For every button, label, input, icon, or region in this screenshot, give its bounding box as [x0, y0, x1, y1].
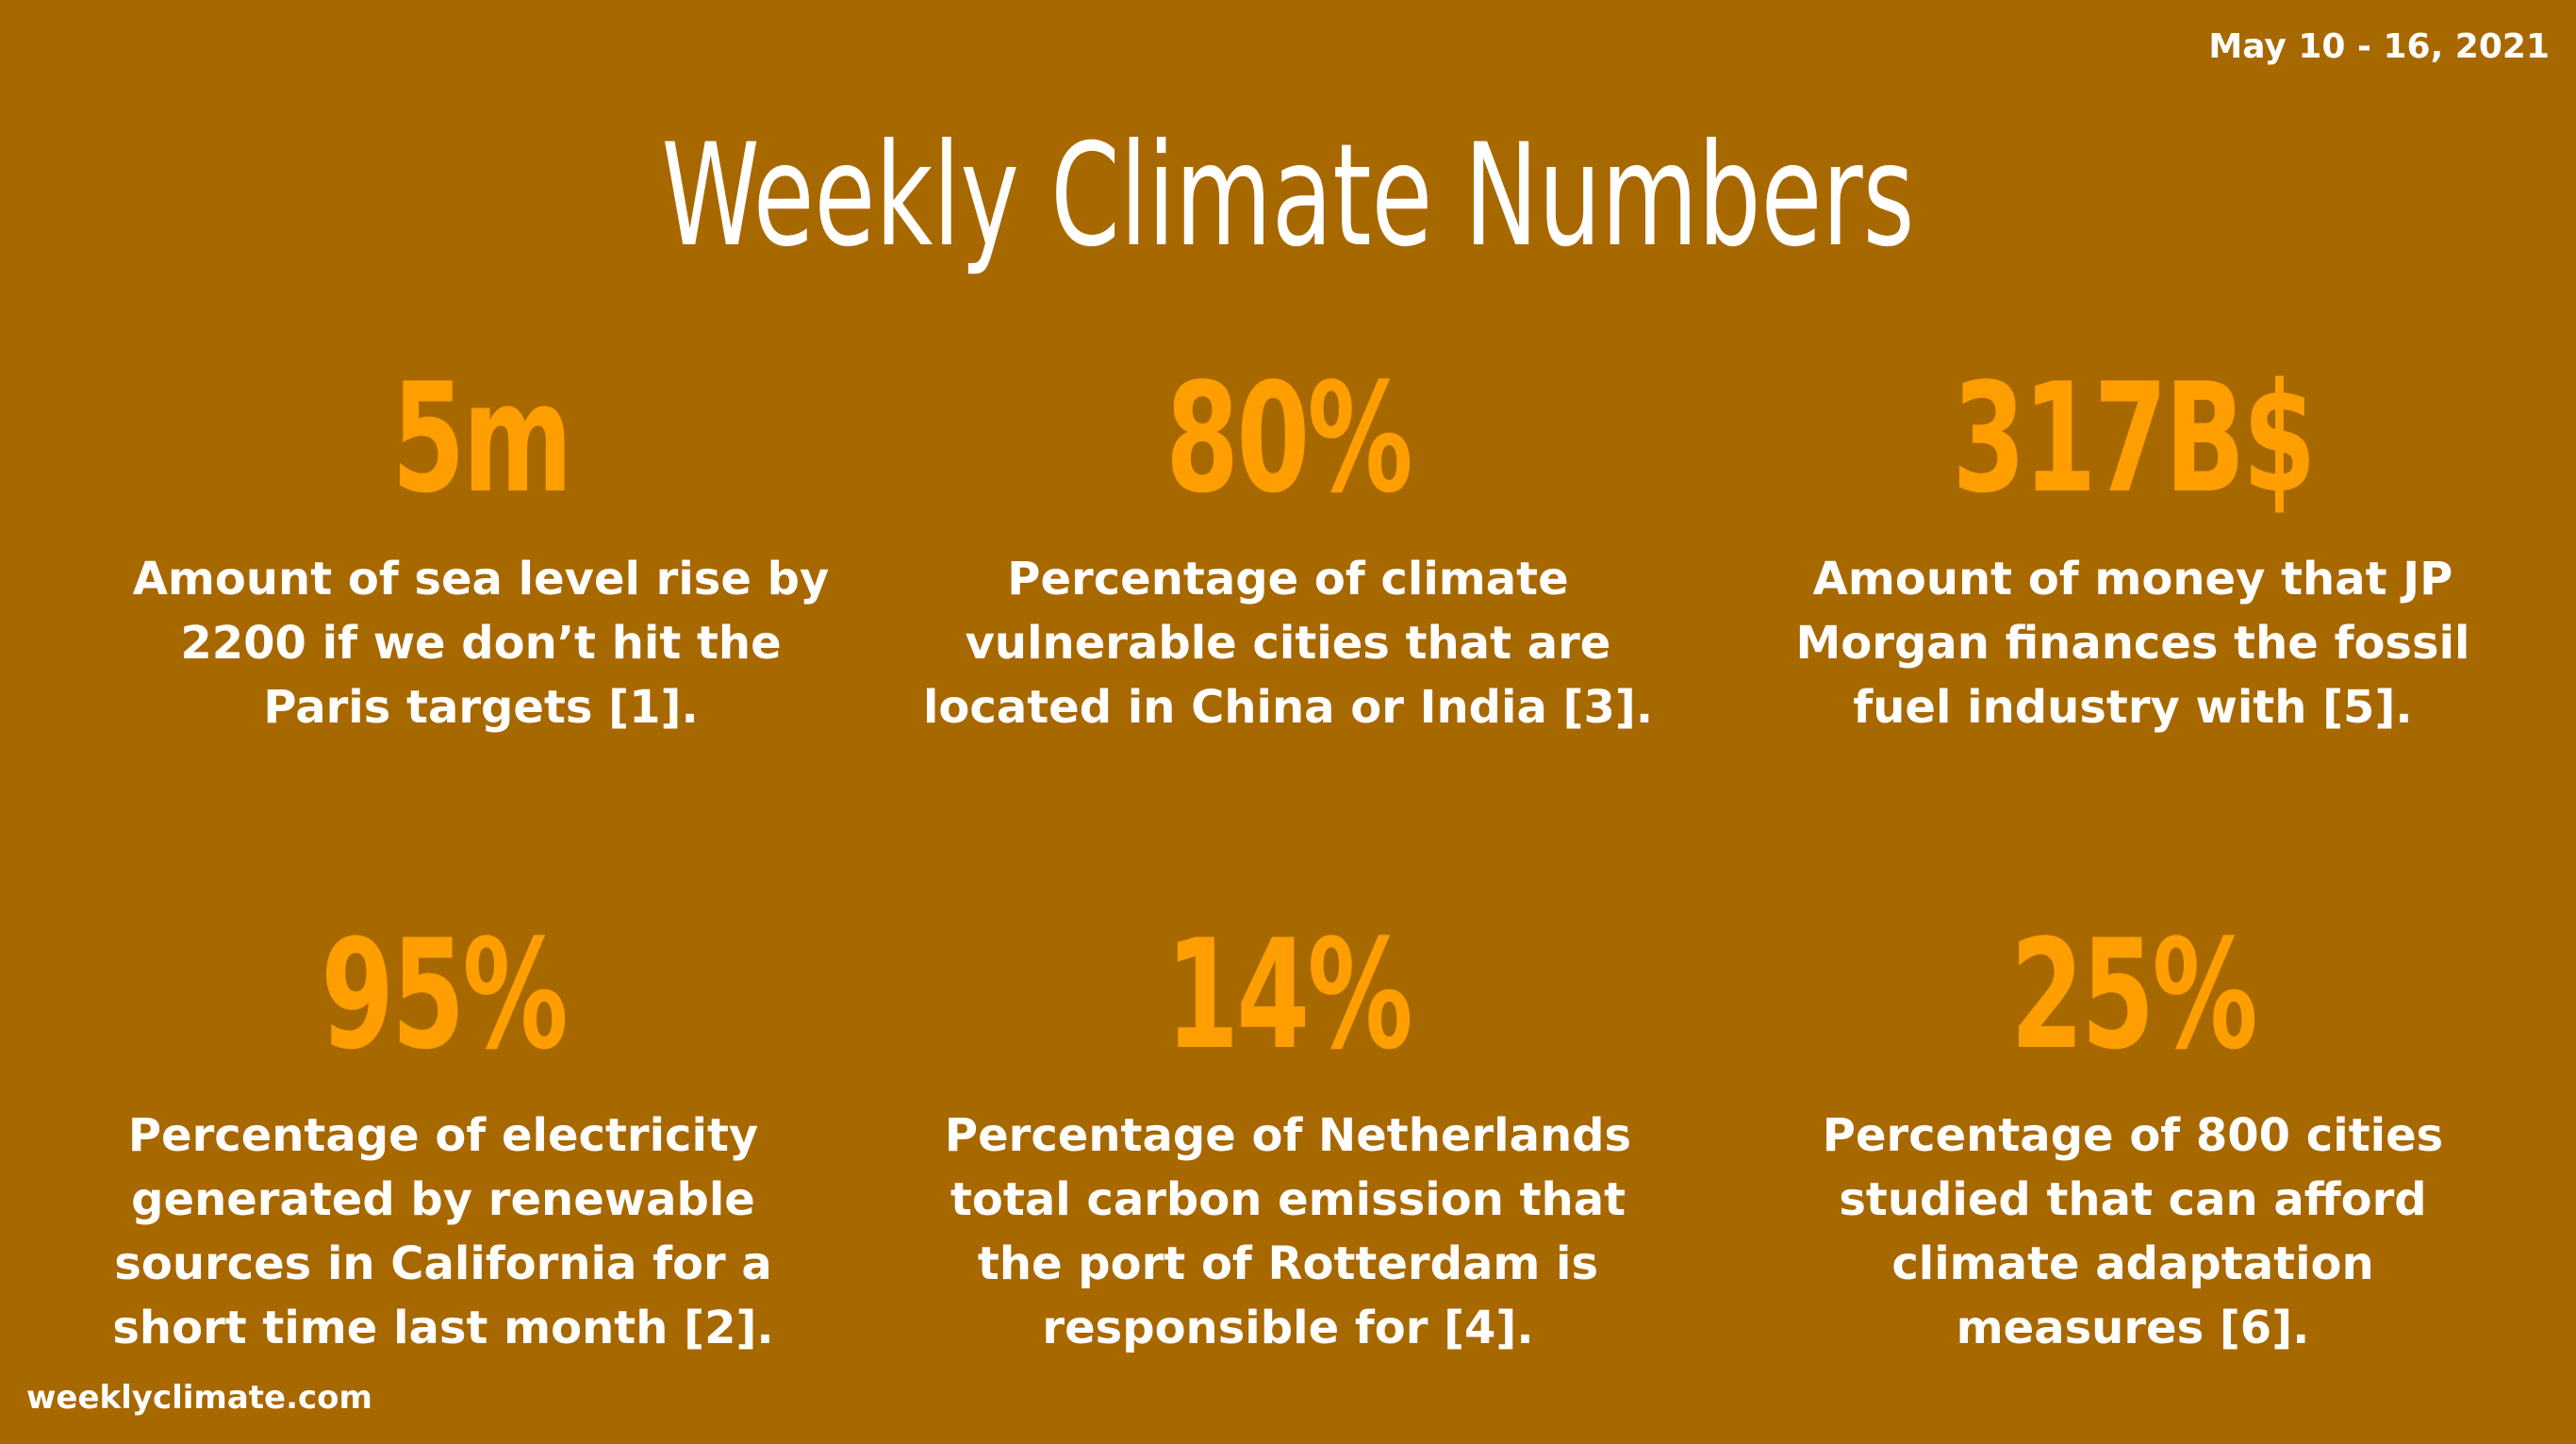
stat-value: 95%: [321, 906, 568, 1083]
stat-description-line: studied that can afford: [1839, 1173, 2427, 1226]
footer-website: weeklyclimate.com: [26, 1379, 372, 1417]
page-title: Weekly Climate Numbers: [661, 114, 1915, 278]
stat-value: 25%: [2010, 906, 2257, 1083]
stat-card-sea-level: 5m Amount of sea level rise by 2200 if w…: [94, 358, 867, 739]
stat-card-adaptation: 25% Percentage of 800 cities studied tha…: [1746, 915, 2519, 1360]
stat-description-line: the port of Rotterdam is: [977, 1237, 1599, 1290]
stat-description-line: total carbon emission that: [949, 1173, 1627, 1226]
stat-description: Percentage of climate vulnerable cities …: [901, 547, 1675, 739]
stat-description: Amount of sea level rise by 2200 if we d…: [94, 547, 867, 739]
stat-description-line: Amount of money that JP: [1812, 553, 2453, 606]
stat-description: Percentage of electricity generated by r…: [57, 1104, 830, 1360]
stat-description-line: responsible for [4].: [1042, 1302, 1534, 1354]
stat-description-line: Percentage of climate: [1007, 553, 1569, 606]
stat-description-line: generated by renewable: [131, 1173, 755, 1226]
stat-description-line: vulnerable cities that are: [965, 617, 1611, 670]
stat-card-rotterdam: 14% Percentage of Netherlands total carb…: [901, 915, 1675, 1360]
stat-value: 80%: [1165, 350, 1412, 526]
stat-card-california-renewables: 95% Percentage of electricity generated …: [57, 915, 830, 1360]
stat-description-line: Paris targets [1].: [263, 681, 699, 734]
stat-description: Percentage of 800 cities studied that ca…: [1746, 1104, 2519, 1360]
stat-description: Percentage of Netherlands total carbon e…: [901, 1104, 1675, 1360]
date-range: May 10 - 16, 2021: [2208, 27, 2550, 66]
stat-description-line: sources in California for a: [114, 1237, 772, 1290]
stat-description-line: short time last month [2].: [112, 1302, 774, 1354]
stat-description-line: Percentage of 800 cities: [1822, 1109, 2444, 1162]
stat-value: 5m: [391, 350, 572, 526]
stat-description-line: climate adaptation: [1891, 1237, 2374, 1290]
stat-value: 14%: [1165, 906, 1412, 1083]
stat-description-line: 2200 if we don’t hit the: [180, 617, 782, 670]
stat-value: 317B$: [1952, 350, 2316, 526]
stat-description-line: Morgan finances the fossil: [1795, 617, 2470, 670]
stat-description-line: Percentage of Netherlands: [944, 1109, 1632, 1162]
stat-description-line: located in China or India [3].: [922, 681, 1654, 734]
stat-description: Amount of money that JP Morgan finances …: [1746, 547, 2519, 739]
stat-description-line: Percentage of electricity: [127, 1109, 759, 1162]
stat-description-line: fuel industry with [5].: [1853, 681, 2413, 734]
stat-description-line: Amount of sea level rise by: [132, 553, 830, 606]
stat-description-line: measures [6].: [1956, 1302, 2310, 1354]
stat-card-jp-morgan: 317B$ Amount of money that JP Morgan fin…: [1746, 358, 2519, 739]
stat-card-vulnerable-cities: 80% Percentage of climate vulnerable cit…: [901, 358, 1675, 739]
